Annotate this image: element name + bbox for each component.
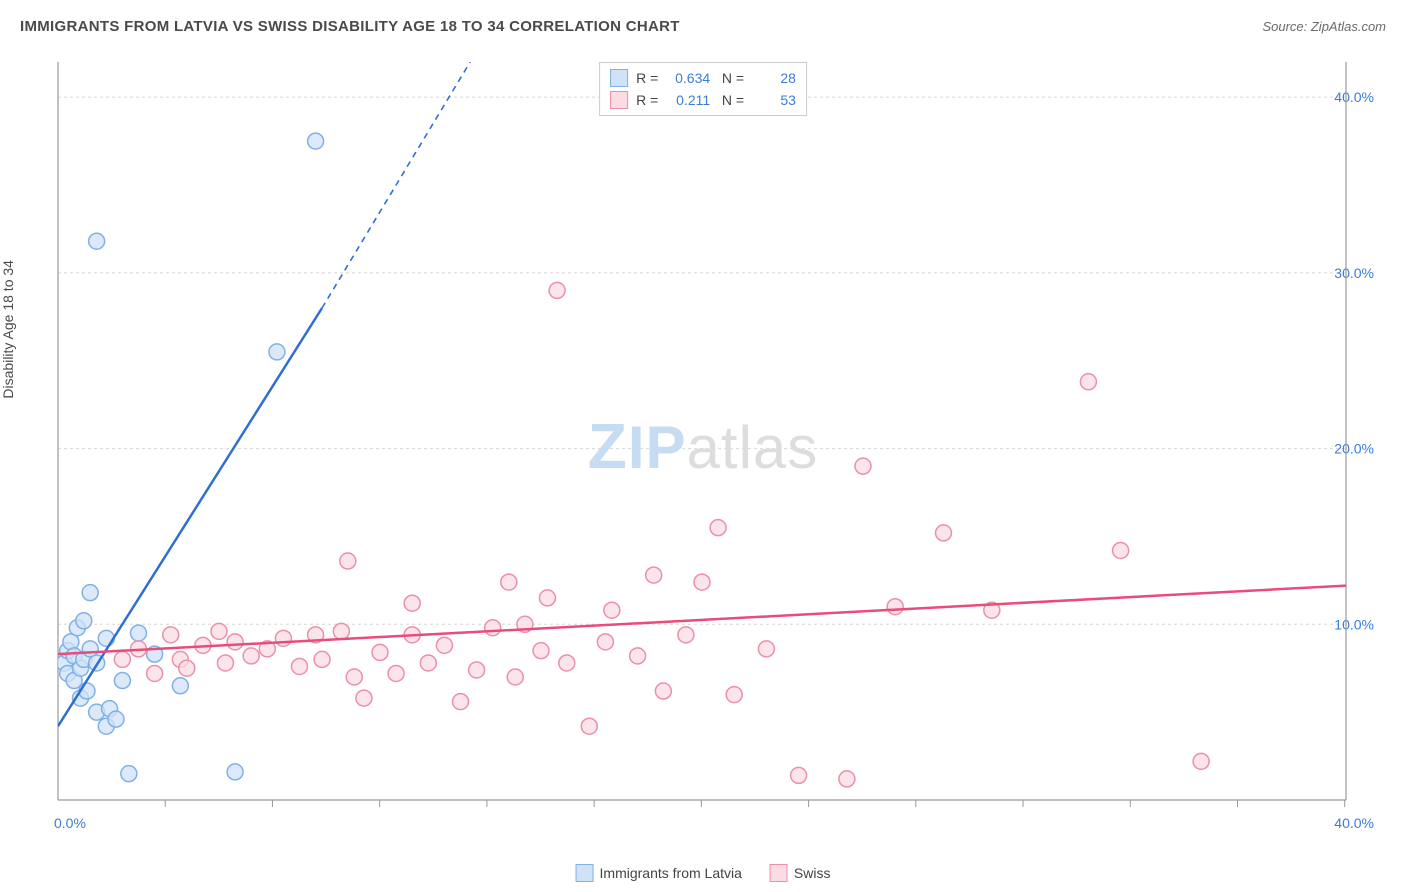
legend-swatch-latvia — [576, 864, 594, 882]
n-value-latvia: 28 — [748, 70, 796, 86]
swatch-latvia — [610, 69, 628, 87]
svg-text:20.0%: 20.0% — [1334, 441, 1374, 457]
svg-text:40.0%: 40.0% — [1334, 89, 1374, 105]
r-value-swiss: 0.211 — [662, 92, 710, 108]
n-value-swiss: 53 — [748, 92, 796, 108]
swatch-swiss — [610, 91, 628, 109]
legend-item-swiss: Swiss — [770, 864, 831, 882]
stats-text-swiss: R = 0.211 N = 53 — [636, 92, 796, 108]
stats-text-latvia: R = 0.634 N = 28 — [636, 70, 796, 86]
legend-item-latvia: Immigrants from Latvia — [576, 864, 742, 882]
svg-text:30.0%: 30.0% — [1334, 265, 1374, 281]
svg-text:40.0%: 40.0% — [1334, 815, 1374, 831]
svg-text:10.0%: 10.0% — [1334, 616, 1374, 632]
series-legend: Immigrants from Latvia Swiss — [576, 864, 831, 882]
chart-plot-area: 10.0% 20.0% 30.0% 40.0% 0.0% 40.0% — [48, 56, 1378, 836]
chart-title: IMMIGRANTS FROM LATVIA VS SWISS DISABILI… — [20, 18, 680, 35]
y-axis-label: Disability Age 18 to 34 — [0, 260, 16, 399]
scatter-svg: 10.0% 20.0% 30.0% 40.0% 0.0% 40.0% — [48, 56, 1378, 836]
source-attribution: Source: ZipAtlas.com — [1262, 19, 1386, 34]
chart-header: IMMIGRANTS FROM LATVIA VS SWISS DISABILI… — [20, 18, 1386, 35]
legend-label-swiss: Swiss — [794, 865, 831, 881]
r-value-latvia: 0.634 — [662, 70, 710, 86]
legend-label-latvia: Immigrants from Latvia — [600, 865, 742, 881]
legend-swatch-swiss — [770, 864, 788, 882]
stats-row-swiss: R = 0.211 N = 53 — [610, 89, 796, 111]
svg-text:0.0%: 0.0% — [54, 815, 86, 831]
stats-row-latvia: R = 0.634 N = 28 — [610, 67, 796, 89]
stats-legend: R = 0.634 N = 28 R = 0.211 N = 53 — [599, 62, 807, 116]
